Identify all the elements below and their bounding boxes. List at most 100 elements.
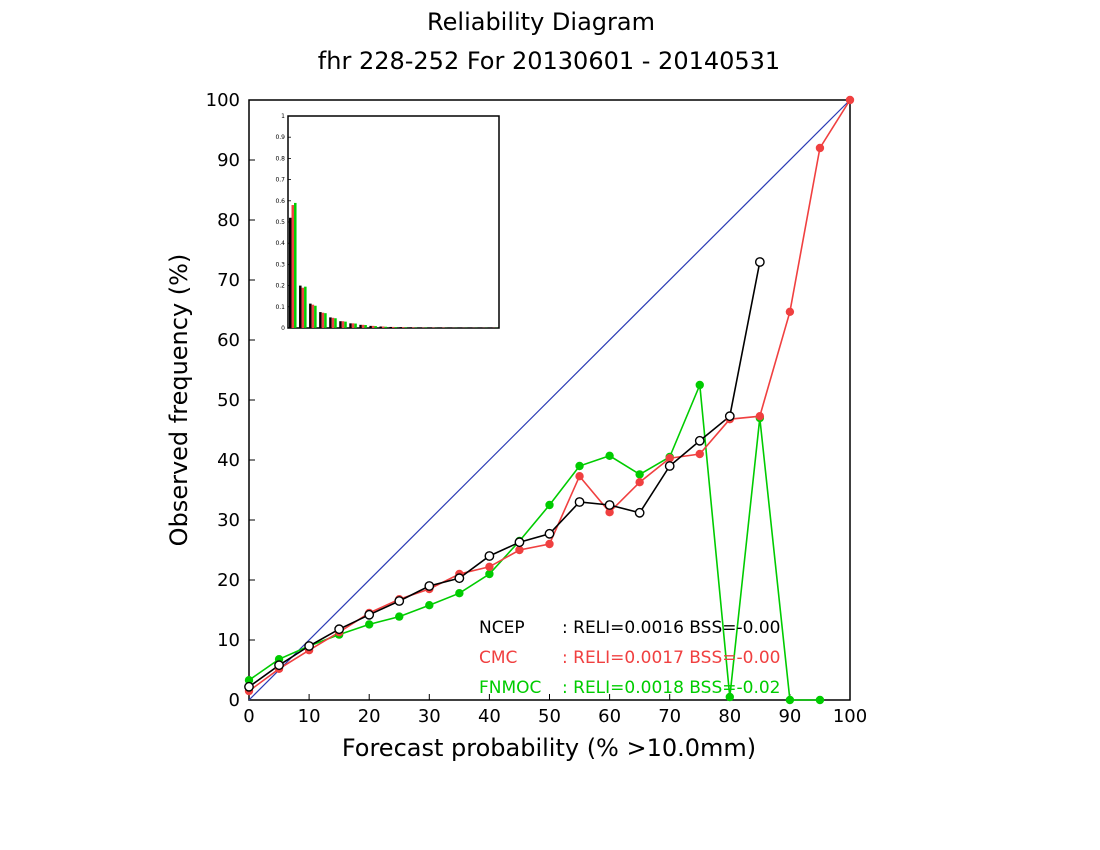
inset-bar-ncep <box>369 325 372 328</box>
data-point-fnmoc <box>575 461 584 471</box>
data-point-ncep <box>724 411 735 422</box>
data-point-fnmoc <box>365 620 374 629</box>
inset-bar-cmc <box>391 326 395 328</box>
inset-y-tick-label: 0.2 <box>275 283 285 290</box>
inset-bar-cmc <box>351 323 355 328</box>
y-tick-label: 20 <box>217 570 240 591</box>
y-tick-label: 60 <box>217 330 240 351</box>
data-point-fnmoc <box>785 695 795 705</box>
inset-bar-fnmoc <box>294 202 297 328</box>
inset-bar-fnmoc <box>394 327 398 328</box>
x-tick-label: 20 <box>358 706 381 727</box>
y-tick-label: 10 <box>217 630 240 651</box>
data-point-fnmoc <box>395 612 404 621</box>
inset-bar-ncep <box>409 327 413 328</box>
data-point-fnmoc <box>815 695 825 705</box>
legend-stats-cmc: : RELI=0.0017 BSS=-0.00 <box>562 648 780 668</box>
data-point-ncep <box>634 507 645 518</box>
data-point-ncep <box>244 681 254 692</box>
data-point-cmc <box>635 478 644 487</box>
inset-bar-ncep <box>339 321 342 328</box>
legend-stats-fnmoc: : RELI=0.0018 BSS=-0.02 <box>562 678 780 698</box>
y-tick-label: 70 <box>217 270 240 291</box>
data-point-ncep <box>394 596 405 606</box>
data-point-fnmoc <box>605 451 614 460</box>
inset-bar-cmc <box>412 327 415 328</box>
data-point-cmc <box>575 472 584 481</box>
data-point-ncep <box>304 641 314 651</box>
data-point-fnmoc <box>425 601 434 610</box>
data-point-fnmoc <box>455 589 464 598</box>
data-point-cmc <box>485 562 494 571</box>
inset-bar-ncep <box>319 312 322 328</box>
data-point-cmc <box>755 412 765 421</box>
x-tick-label: 100 <box>833 706 867 727</box>
inset-histogram: 0 0.1 0.2 0.3 0.4 0.5 0.6 0.7 0.8 0.9 1 <box>275 113 500 332</box>
inset-bar-cmc <box>321 312 325 328</box>
data-point-ncep <box>514 537 525 548</box>
inset-bar-fnmoc <box>304 286 307 328</box>
inset-y-tick-label: 1 <box>281 113 285 120</box>
inset-bar-ncep <box>309 303 312 328</box>
data-point-fnmoc <box>545 500 554 510</box>
legend-name-ncep: NCEP <box>479 618 525 638</box>
data-point-cmc <box>545 539 554 549</box>
legend-name-fnmoc: FNMOC <box>479 678 541 698</box>
data-point-ncep <box>754 257 765 267</box>
y-tick-label: 40 <box>217 450 240 471</box>
data-point-ncep <box>424 581 435 591</box>
legend-stats-ncep: : RELI=0.0016 BSS=-0.00 <box>562 618 780 638</box>
inset-bar-ncep <box>399 327 403 328</box>
y-tick-label: 30 <box>217 510 240 531</box>
y-tick-label: 80 <box>217 210 240 231</box>
data-point-ncep <box>574 497 585 507</box>
inset-bar-cmc <box>301 287 305 328</box>
data-point-cmc <box>845 95 855 105</box>
inset-bar-ncep <box>299 285 302 328</box>
inset-bar-cmc <box>371 325 375 328</box>
data-point-ncep <box>274 660 284 671</box>
data-point-fnmoc <box>695 380 704 390</box>
inset-y-tick-label: 0.5 <box>275 219 285 226</box>
x-tick-label: 40 <box>478 706 501 727</box>
plot-area: 0 10 20 30 40 50 60 70 80 90 100010203040506070809… <box>206 90 868 727</box>
x-tick-label: 50 <box>538 706 561 727</box>
data-point-cmc <box>785 307 795 316</box>
data-point-ncep <box>364 609 375 620</box>
perfect-reliability-line <box>248 99 851 701</box>
chart-subtitle: fhr 228-252 For 20130601 - 20140531 <box>318 47 780 75</box>
inset-y-tick-label: 0.4 <box>275 240 285 247</box>
x-tick-label: 60 <box>598 706 621 727</box>
legend-name-cmc: CMC <box>479 648 517 668</box>
data-point-ncep <box>694 435 705 446</box>
inset-y-tick-label: 0.1 <box>275 304 285 311</box>
inset-y-tick-label: 0.3 <box>275 261 285 268</box>
inset-bar-ncep <box>329 317 332 328</box>
data-point-cmc <box>665 454 674 463</box>
inset-bar-fnmoc <box>384 326 387 328</box>
inset-bar-cmc <box>402 327 405 328</box>
inset-frame <box>287 115 500 329</box>
inset-y-tick-label: 0.8 <box>275 155 285 162</box>
x-tick-label: 90 <box>778 706 801 727</box>
y-tick-label: 100 <box>206 90 240 111</box>
inset-bar-cmc <box>311 304 315 328</box>
x-tick-label: 10 <box>298 706 321 727</box>
inset-bar-ncep <box>389 326 392 328</box>
inset-y-tick-label: 0.7 <box>275 177 285 184</box>
chart-title: Reliability Diagram <box>427 8 655 36</box>
inset-bar-fnmoc <box>374 326 377 328</box>
inset-y-tick-label: 0.6 <box>275 198 285 205</box>
series-line-fnmoc <box>248 384 820 701</box>
data-point-cmc <box>515 545 524 555</box>
inset-bar-fnmoc <box>404 327 408 328</box>
data-point-fnmoc <box>635 470 644 479</box>
data-point-ncep <box>604 500 615 510</box>
data-point-ncep <box>484 551 495 561</box>
data-point-ncep <box>544 528 555 539</box>
x-tick-label: 80 <box>718 706 741 727</box>
inset-bar-cmc <box>291 205 295 328</box>
data-point-cmc <box>815 143 825 153</box>
inset-bar-fnmoc <box>354 323 357 328</box>
